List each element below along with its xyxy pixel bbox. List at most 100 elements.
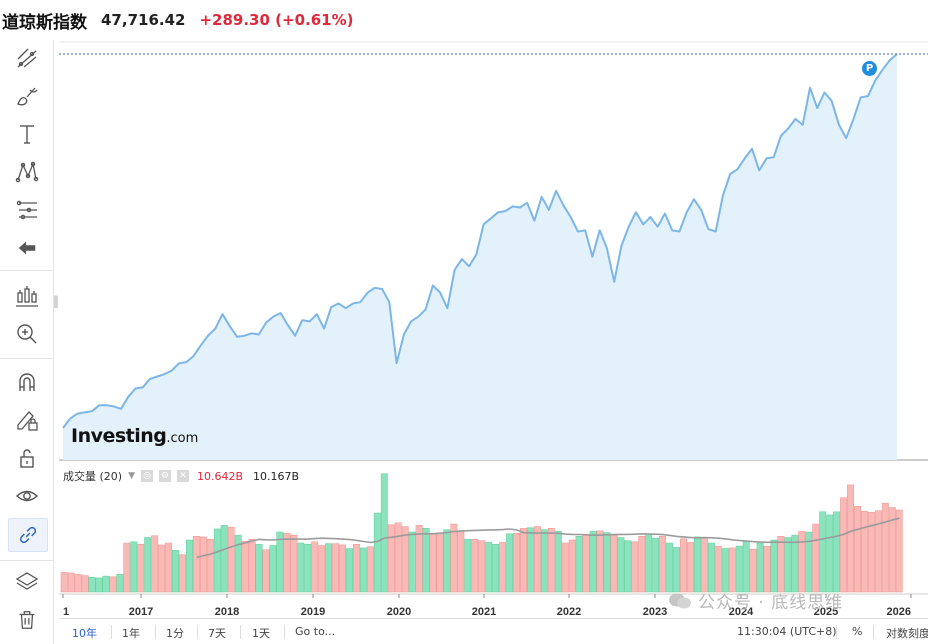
- volume-bar: [533, 526, 541, 593]
- volume-bar: [325, 543, 333, 593]
- volume-bar: [137, 543, 145, 593]
- volume-bar: [840, 497, 848, 593]
- volume-bar: [401, 526, 409, 593]
- crosshair-lines-icon[interactable]: [8, 42, 46, 74]
- close-icon[interactable]: ✕: [177, 470, 189, 482]
- volume-bar: [380, 473, 388, 593]
- pattern-icon[interactable]: [8, 156, 46, 188]
- volume-bar: [631, 541, 639, 593]
- log-scale-toggle[interactable]: 对数刻度: [886, 627, 928, 640]
- volume-bar: [192, 536, 200, 593]
- trash-icon[interactable]: [8, 604, 46, 636]
- text-icon[interactable]: [8, 118, 46, 150]
- lock-icon[interactable]: [8, 442, 46, 474]
- volume-bar: [471, 539, 479, 593]
- volume-bar: [568, 539, 576, 593]
- fib-levels-icon[interactable]: [8, 194, 46, 226]
- range-1y[interactable]: 1年: [122, 627, 140, 640]
- volume-bar: [346, 548, 353, 593]
- x-tick-label: 2021: [472, 606, 496, 618]
- volume-bar: [777, 536, 785, 593]
- volume-bar: [860, 510, 868, 593]
- price-change: +289.30 (+0.61%): [199, 11, 353, 29]
- volume-bar: [123, 542, 131, 593]
- volume-bar: [513, 532, 520, 593]
- change-percent: (+0.61%): [275, 11, 354, 29]
- range-footer: 10年 1年 1分 7天 1天 Go to... 11:30:04 (UTC+8…: [59, 618, 928, 644]
- volume-bar: [645, 534, 653, 593]
- brush-icon[interactable]: [8, 80, 46, 112]
- marker-p-badge[interactable]: P: [862, 61, 877, 76]
- clock: 11:30:04 (UTC+8): [737, 625, 837, 638]
- volume-bar: [693, 536, 701, 593]
- volume-bar: [721, 548, 729, 593]
- volume-bar: [673, 547, 681, 593]
- volume-bar: [575, 536, 583, 593]
- volume-bar: [582, 534, 590, 593]
- price-panel[interactable]: [59, 40, 928, 461]
- range-1d[interactable]: 1天: [252, 627, 270, 640]
- volume-bar: [262, 549, 270, 593]
- logo-text: Investing: [71, 425, 167, 447]
- volume-bar: [81, 575, 89, 593]
- volume-bar: [172, 550, 179, 593]
- volume-bar: [617, 537, 625, 593]
- volume-bar: [199, 536, 207, 593]
- x-tick-label: 1: [63, 606, 69, 618]
- volume-value: 10.642B: [197, 469, 244, 483]
- volume-bar: [450, 523, 458, 593]
- range-7d[interactable]: 7天: [208, 627, 226, 640]
- layers-icon[interactable]: [8, 566, 46, 598]
- percent-toggle[interactable]: %: [852, 625, 863, 638]
- volume-bar: [819, 511, 827, 593]
- volume-bar: [116, 573, 124, 593]
- chevron-down-icon[interactable]: ▼: [128, 471, 135, 481]
- volume-bar: [492, 543, 500, 593]
- magnet-icon[interactable]: [8, 366, 46, 398]
- volume-bar: [478, 540, 486, 593]
- x-tick-label: 2023: [643, 606, 667, 618]
- volume-bar: [429, 533, 437, 593]
- quote-header: 道琼斯指数 47,716.42 +289.30 (+0.61%): [0, 0, 928, 40]
- volume-bar: [763, 545, 771, 593]
- link-icon[interactable]: [8, 518, 48, 552]
- volume-bar: [770, 539, 778, 593]
- volume-bar: [304, 543, 312, 593]
- arrow-left-icon[interactable]: [8, 232, 46, 264]
- visibility-toggle-icon[interactable]: ◎: [141, 470, 153, 482]
- settings-icon[interactable]: ⚙: [159, 470, 171, 482]
- volume-bar: [144, 537, 152, 593]
- volume-bar: [610, 534, 618, 593]
- volume-bar: [589, 531, 597, 593]
- volume-bar: [255, 543, 263, 593]
- volume-bar: [561, 542, 569, 593]
- x-tick-label: 2022: [557, 606, 581, 618]
- volume-bar: [408, 531, 416, 593]
- range-1m[interactable]: 1分: [166, 627, 184, 640]
- volume-legend: 成交量 (20) ▼ ◎ ⚙ ✕ 10.642B 10.167B: [63, 468, 299, 484]
- volume-bar: [485, 542, 493, 593]
- volume-bar: [624, 540, 632, 593]
- volume-bar: [220, 525, 228, 593]
- volume-bar: [353, 543, 360, 593]
- volume-bar: [791, 534, 799, 593]
- toolbar-collapse-handle[interactable]: ‖: [53, 294, 59, 308]
- volume-bar: [603, 532, 611, 593]
- goto-date-link[interactable]: Go to...: [295, 625, 336, 638]
- indicators-icon[interactable]: [8, 280, 46, 312]
- volume-bar: [638, 536, 646, 593]
- volume-bar: [826, 514, 834, 593]
- volume-bar: [707, 542, 715, 593]
- zoom-in-icon[interactable]: [8, 318, 46, 350]
- price-line: [62, 53, 898, 429]
- volume-panel[interactable]: [59, 473, 928, 595]
- volume-bar: [652, 537, 660, 593]
- pencil-lock-icon[interactable]: [8, 404, 46, 436]
- volume-bar: [540, 529, 548, 593]
- instrument-title: 道琼斯指数: [2, 12, 87, 33]
- range-10y[interactable]: 10年: [72, 627, 97, 640]
- eye-icon[interactable]: [8, 480, 46, 512]
- volume-bar: [728, 547, 736, 593]
- watermark: 公众号 · 底线思维: [668, 588, 843, 613]
